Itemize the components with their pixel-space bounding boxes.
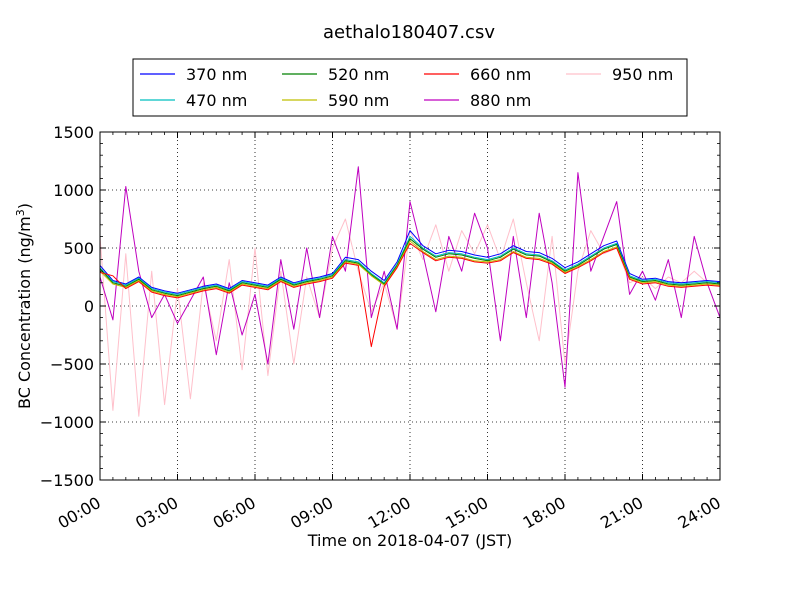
tick-marks xyxy=(99,131,721,481)
gridlines xyxy=(99,131,721,481)
x-tick-label: 12:00 xyxy=(365,493,414,533)
y-tick-label: −500 xyxy=(50,355,94,374)
y-tick-label: 1000 xyxy=(53,181,94,200)
legend-entry: 880 nm xyxy=(470,91,531,110)
series-line-660-nm xyxy=(99,242,721,348)
y-tick-label: −1500 xyxy=(40,471,94,490)
legend: 370 nm 470 nm 520 nm 590 nm 660 nm 880 nm 950 … xyxy=(132,58,688,117)
x-tick-label: 09:00 xyxy=(287,493,336,533)
x-tick-label: 06:00 xyxy=(210,493,259,533)
legend-entry: 590 nm xyxy=(328,91,389,110)
series-line-370-nm xyxy=(99,230,721,294)
legend-entry: 370 nm xyxy=(186,65,247,84)
x-tick-label: 21:00 xyxy=(597,493,646,533)
x-tick-label: 15:00 xyxy=(442,493,491,533)
y-axis-label-close: ) xyxy=(15,203,34,209)
x-tick-label: 18:00 xyxy=(520,493,569,533)
y-tick-label: 1500 xyxy=(53,123,94,142)
series-lines xyxy=(99,166,721,417)
y-tick-label: 0 xyxy=(84,297,94,316)
y-axis-label-sup: 3 xyxy=(14,209,27,216)
x-tick-labels: 00:00 03:00 06:00 09:00 12:00 15:00 18:00 21:00… xyxy=(55,493,724,533)
x-tick-label: 24:00 xyxy=(675,493,724,533)
series-line-520-nm xyxy=(99,238,721,297)
legend-entry: 950 nm xyxy=(612,65,673,84)
y-axis-label: BC Concentration (ng/m3) xyxy=(14,203,34,409)
y-tick-label: −1000 xyxy=(40,413,94,432)
y-tick-labels: 1500 1000 500 0 −500 −1000 −1500 xyxy=(40,123,94,490)
chart-title: aethalo180407.csv xyxy=(323,22,495,43)
legend-entry: 520 nm xyxy=(328,65,389,84)
x-tick-label: 03:00 xyxy=(132,493,181,533)
y-tick-label: 500 xyxy=(63,239,94,258)
x-tick-label: 00:00 xyxy=(55,493,104,533)
legend-entry: 660 nm xyxy=(470,65,531,84)
series-line-880-nm xyxy=(99,166,721,388)
series-line-470-nm xyxy=(99,235,721,295)
legend-box xyxy=(132,58,688,117)
x-axis-label: Time on 2018-04-07 (JST) xyxy=(307,531,512,550)
series-line-590-nm xyxy=(99,240,721,298)
legend-entry: 470 nm xyxy=(186,91,247,110)
y-axis-label-main: BC Concentration (ng/m xyxy=(15,216,34,409)
